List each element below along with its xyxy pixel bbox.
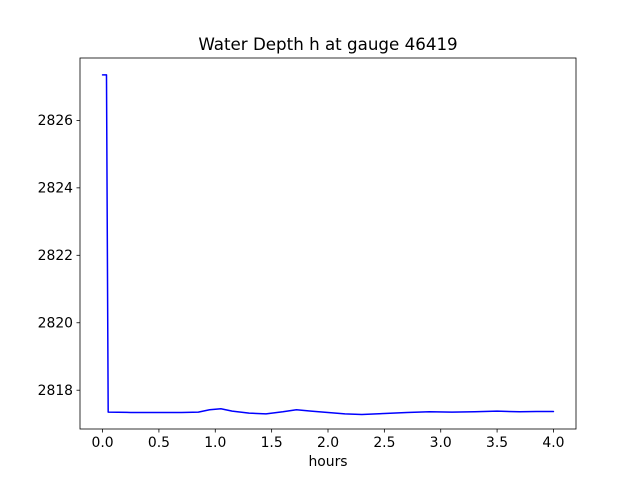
- plot-border: [79, 57, 577, 430]
- x-tick-label: 1.5: [261, 435, 283, 451]
- x-tick-label: 2.5: [373, 435, 395, 451]
- plot-area-group: 0.0 0.5 1.0 1.5 2.0 2.5 3.0 3.5 4.0 2818 2820 2822 2…: [38, 57, 577, 451]
- x-tick-label: 4.0: [542, 435, 564, 451]
- y-tick-label: 2824: [38, 181, 74, 197]
- water-depth-line: [101, 74, 555, 416]
- x-axis-label: hours: [308, 454, 347, 470]
- y-tick-label: 2820: [38, 316, 73, 332]
- y-tick-label: 2818: [38, 383, 73, 399]
- x-tick-label: 0.0: [91, 435, 113, 451]
- y-tick-label: 2822: [38, 248, 73, 264]
- x-tick-label: 2.0: [317, 435, 339, 451]
- x-tick-label: 1.0: [204, 435, 226, 451]
- x-tick-label: 3.5: [486, 435, 508, 451]
- chart-title: Water Depth h at gauge 46419: [198, 34, 457, 54]
- x-tick-label: 0.5: [148, 435, 170, 451]
- y-tick-label: 2826: [38, 113, 73, 129]
- x-tick-label: 3.0: [430, 435, 452, 451]
